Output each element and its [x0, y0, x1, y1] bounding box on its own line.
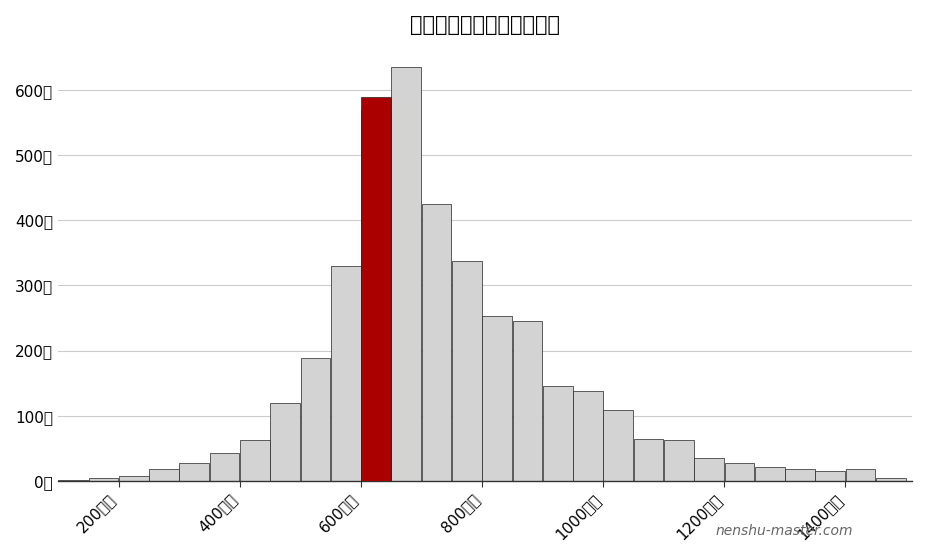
Bar	[149, 469, 179, 481]
Bar	[391, 67, 421, 481]
Bar	[482, 316, 512, 481]
Bar	[603, 411, 633, 481]
Bar	[58, 480, 88, 481]
Bar	[271, 403, 300, 481]
Bar	[89, 477, 119, 481]
Text: nenshu-master.com: nenshu-master.com	[716, 524, 853, 538]
Bar	[634, 438, 664, 481]
Bar	[119, 476, 148, 481]
Bar	[452, 261, 482, 481]
Bar	[210, 453, 239, 481]
Bar	[362, 96, 391, 481]
Bar	[725, 463, 755, 481]
Bar	[180, 463, 210, 481]
Bar	[816, 471, 845, 481]
Bar	[513, 321, 542, 481]
Bar	[331, 266, 361, 481]
Bar	[694, 458, 724, 481]
Bar	[573, 391, 603, 481]
Title: 愛媛銀行の年収ポジション: 愛媛銀行の年収ポジション	[410, 15, 560, 35]
Bar	[876, 477, 906, 481]
Bar	[785, 469, 815, 481]
Bar	[422, 204, 451, 481]
Bar	[543, 387, 573, 481]
Bar	[664, 440, 693, 481]
Bar	[300, 358, 330, 481]
Bar	[755, 467, 784, 481]
Bar	[240, 440, 270, 481]
Bar	[845, 469, 875, 481]
Bar	[362, 110, 391, 481]
